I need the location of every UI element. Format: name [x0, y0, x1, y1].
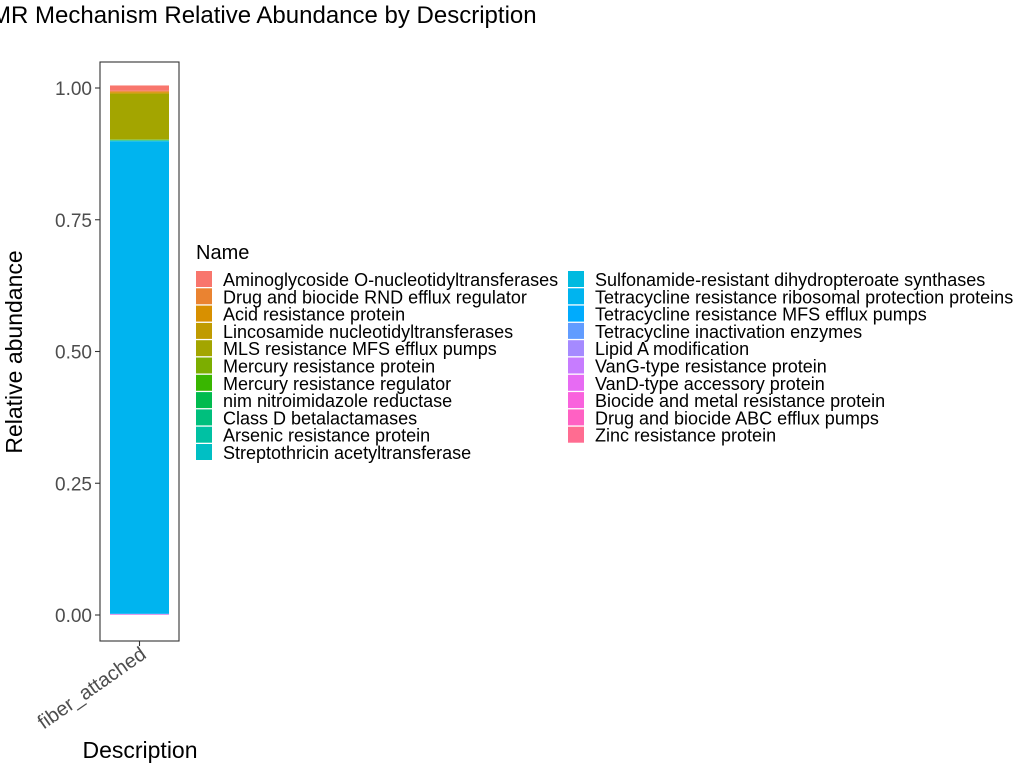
legend-swatch: [196, 305, 212, 322]
legend-label: Biocide and metal resistance protein: [595, 391, 885, 411]
legend-swatch: [568, 271, 584, 287]
legend-swatch: [568, 426, 584, 443]
bar-segment: [110, 91, 169, 93]
legend-label: nim nitroimidazole reductase: [223, 391, 452, 411]
legend-swatch: [196, 392, 212, 409]
legend-label: Zinc resistance protein: [595, 426, 776, 446]
legend-swatch: [568, 340, 584, 357]
bar-segment: [110, 92, 169, 94]
legend-label: VanG-type resistance protein: [595, 357, 827, 377]
legend-label: Class D betalactamases: [223, 408, 417, 428]
legend-label: VanD-type accessory protein: [595, 374, 825, 394]
legend-swatch: [568, 374, 584, 391]
legend-swatch: [568, 392, 584, 409]
bar-segment: [110, 139, 169, 140]
legend-label: Mercury resistance protein: [223, 357, 435, 377]
legend-swatch: [196, 357, 212, 374]
legend-swatch: [568, 288, 584, 305]
y-tick-label: 1.00: [55, 79, 92, 100]
legend-label: Drug and biocide ABC efflux pumps: [595, 408, 879, 428]
legend-swatch: [196, 444, 212, 460]
x-tick-label: fiber_attached: [34, 643, 150, 734]
legend-swatch: [196, 374, 212, 391]
legend-label: Tetracycline resistance MFS efflux pumps: [595, 305, 927, 325]
legend-swatch: [196, 340, 212, 357]
legend-swatch: [568, 322, 584, 339]
legend: Aminoglycoside O-nucleotidyltransferases…: [196, 270, 1013, 463]
legend-label: Sulfonamide-resistant dihydropteroate sy…: [595, 270, 985, 290]
legend-label: Tetracycline inactivation enzymes: [595, 322, 862, 342]
legend-title: Name: [196, 242, 249, 264]
legend-swatch: [568, 409, 584, 426]
legend-label: Tetracycline resistance ribosomal protec…: [595, 287, 1013, 307]
legend-label: Lipid A modification: [595, 339, 749, 359]
legend-swatch: [196, 426, 212, 443]
y-tick-label: 0.00: [55, 606, 92, 627]
legend-swatch: [196, 409, 212, 426]
legend-label: Aminoglycoside O-nucleotidyltransferases: [223, 270, 558, 290]
legend-label: MLS resistance MFS efflux pumps: [223, 339, 497, 359]
legend-label: Streptothricin acetyltransferase: [223, 443, 471, 463]
legend-label: Arsenic resistance protein: [223, 426, 430, 446]
legend-label: Drug and biocide RND efflux regulator: [223, 287, 527, 307]
legend-label: Mercury resistance regulator: [223, 374, 451, 394]
bar-segment: [110, 85, 169, 91]
y-tick-label: 0.25: [55, 474, 92, 495]
y-axis-label: Relative abundance: [1, 250, 27, 453]
legend-label: Acid resistance protein: [223, 305, 405, 325]
bar-segment: [110, 141, 169, 614]
x-axis-label: Description: [82, 737, 197, 763]
chart-title: AMR Mechanism Relative Abundance by Desc…: [0, 2, 537, 29]
legend-swatch: [196, 288, 212, 305]
legend-swatch: [196, 271, 212, 287]
plot-area: 0.00 0.25 0.50 0.75 1.00 fiber_attached: [34, 61, 180, 734]
legend-swatch: [568, 357, 584, 374]
legend-label: Lincosamide nucleotidyltransferases: [223, 322, 513, 342]
legend-swatch: [568, 305, 584, 322]
y-tick-label: 0.50: [55, 343, 92, 364]
bar-segment: [110, 90, 169, 92]
legend-swatch: [196, 322, 212, 339]
bar-segment: [110, 93, 169, 140]
y-tick-label: 0.75: [55, 211, 92, 232]
